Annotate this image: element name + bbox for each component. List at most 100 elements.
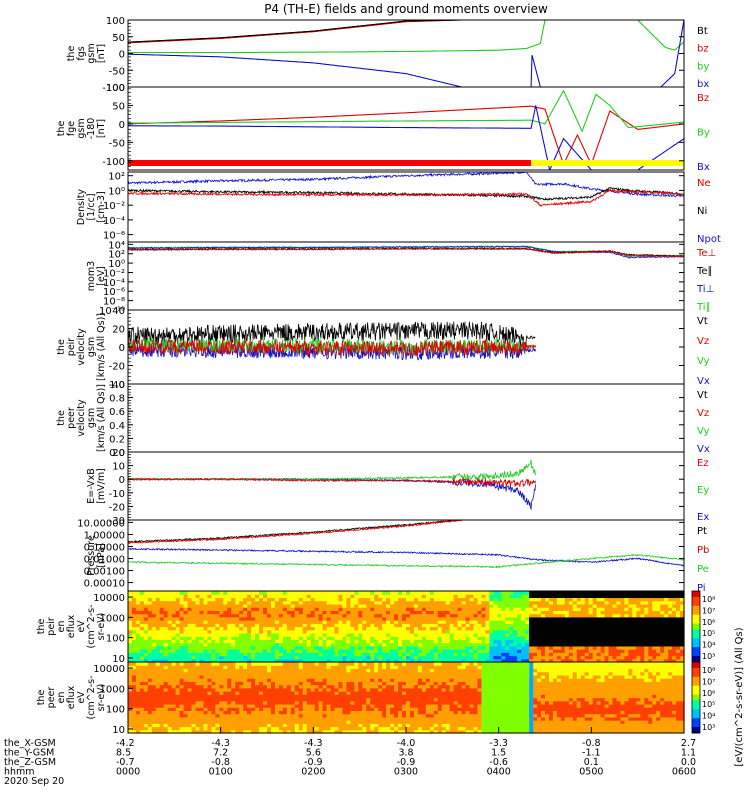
colorbar-tick-label: 10⁷	[702, 606, 715, 615]
legend-fgs-1: Bt	[697, 26, 708, 37]
y-label-line: [cm-3]	[96, 191, 107, 222]
colorbar-tick-label: 10⁴	[702, 712, 715, 721]
y-tick-label: 10⁻⁴	[103, 278, 125, 289]
legend-peir_velocity-2: Vz	[697, 336, 709, 347]
y-label-line: [km/s (All Qs)]	[96, 384, 107, 452]
colorbar-cell	[692, 712, 700, 716]
legend-fge-1: Bz	[697, 93, 709, 104]
y-tick-label: 1.00000	[84, 530, 125, 541]
y-tick-label: 0	[119, 120, 125, 131]
y-tick-label: 0.00010	[84, 579, 125, 590]
x-row-value: 0300	[394, 767, 418, 778]
x-row-value: -0.9	[304, 757, 323, 768]
y-label-peir_velocity: the peir velocity gsm [km/s (All Qs)]	[56, 313, 107, 381]
y-tick-label: 10⁻¹⁰	[99, 306, 125, 317]
y-label-line: peer	[66, 407, 77, 429]
legend-temperature-3: Ti⊥	[696, 284, 714, 295]
y-tick-label: 0.00100	[84, 567, 125, 578]
colorbar-cell	[692, 614, 700, 619]
y-tick-label: 10⁴	[108, 240, 125, 251]
colorbar-cell	[692, 706, 700, 710]
legend-temperature-4: Ti∥	[696, 302, 711, 313]
legend-pressure-2: Pb	[697, 545, 709, 556]
x-row-value: 1.5	[491, 748, 506, 759]
legend-peir_velocity-4: Vx	[697, 376, 710, 387]
colorbar-tick-label: 10⁸	[702, 595, 715, 604]
legend-peir_velocity-1: Vt	[697, 316, 708, 327]
colorbar-tick-label: 10⁵	[702, 629, 715, 638]
colorbar-cell	[692, 602, 700, 607]
panel-peer_velocity: 1.0 0.8 0.6 0.4 0.2 0.0 Vt Vz Vy Vx the peer velocit…	[56, 380, 710, 459]
peir_velocity-series-4	[128, 338, 536, 357]
y-label-line: sr-eV)	[96, 613, 107, 641]
y-label-line: the	[36, 619, 47, 635]
legend-peer_velocity-1: Vt	[697, 390, 708, 401]
colorbar-cell	[692, 700, 700, 704]
x-row-value: 0500	[579, 767, 603, 778]
y-tick-label: 100	[106, 16, 125, 27]
y-tick-label: -100	[102, 157, 125, 168]
legend-e_field-1: Ez	[697, 458, 709, 469]
y-tick-label: 0	[119, 343, 125, 354]
colorbar-cell	[692, 682, 700, 687]
legend-temperature-2: Te∥	[696, 266, 713, 277]
legend-temperature-1: Te⊥	[696, 248, 716, 259]
colorbar-cell	[692, 599, 700, 604]
panel-peir_velocity: 40 20 0 -20 -40 Vt Vz Vy Vx the peir velocity gsm [km…	[56, 306, 710, 391]
y-label-line: (cm^2-s-	[86, 676, 97, 720]
colorbar-cell	[692, 647, 700, 651]
x-row-value: -4.0	[397, 738, 416, 749]
x-row-value: -1.1	[582, 748, 601, 759]
pressure-series-1	[128, 520, 462, 543]
y-tick-label: 10⁻⁴	[103, 216, 125, 227]
colorbar-cell	[692, 632, 700, 636]
x-row-value: -0.9	[397, 757, 416, 768]
colorbar-cell	[692, 679, 700, 684]
legend-density-2: Ni	[697, 206, 707, 217]
y-tick-label: 0	[119, 475, 125, 486]
colorbar-cell	[692, 593, 700, 598]
legend-fgs-3: by	[697, 61, 709, 72]
pressure-series-3	[128, 547, 684, 567]
y-tick-label: 0.6	[109, 407, 125, 418]
y-label-line: the	[56, 410, 67, 426]
y-tick-label: -30	[109, 516, 125, 527]
y-tick-label: 100	[106, 634, 125, 645]
x-row-value: -4.2	[116, 738, 135, 749]
x-row-label: hhmm	[4, 767, 35, 778]
colorbar-cell	[692, 662, 700, 666]
x-axis: the_X-GSM -4.2 -4.3 -4.3 -4.0 -3.3 -0.8 2.7 the_…	[4, 727, 696, 787]
colorbar-cell	[692, 694, 700, 698]
y-label-line: sr-eV)	[96, 684, 107, 712]
y-tick-label: 10	[112, 725, 125, 736]
y-label-temperature: mom3 [eV]	[86, 261, 107, 291]
colorbar-cell	[692, 724, 700, 728]
y-label-fge: the fge gsm -180 [nT]	[56, 118, 107, 140]
legend-e_field-2: Ey	[697, 485, 709, 496]
colorbar-cell	[692, 617, 700, 622]
x-row-value: -0.8	[582, 738, 601, 749]
x-row-value: 7.2	[213, 748, 228, 759]
y-tick-label: -50	[109, 138, 125, 149]
colorbar-cell	[692, 673, 700, 678]
colorbar-cell	[692, 703, 700, 707]
colorbar-cell	[692, 623, 700, 627]
y-label-line: peir	[66, 338, 77, 357]
y-tick-label: 100	[106, 705, 125, 716]
colorbar-cell	[692, 626, 700, 630]
state-bar-segment-1	[128, 160, 532, 166]
density-frame	[127, 171, 685, 243]
y-tick-label: 10⁻⁶	[103, 231, 125, 242]
y-tick-label: 40	[112, 306, 125, 317]
y-label-line: the	[56, 121, 67, 137]
y-label-line: gsm	[86, 43, 97, 63]
colorbar-cell	[692, 688, 700, 693]
y-tick-label: 0.01000	[84, 555, 125, 566]
y-label-line: [nT]	[96, 119, 107, 138]
y-tick-label: 10.00000	[77, 518, 125, 529]
chart-title: P4 (TH-E) fields and ground moments over…	[264, 2, 548, 16]
colorbar-cell	[692, 591, 700, 595]
x-row-value: 0.0	[681, 757, 696, 768]
x-row-value: 0.1	[584, 757, 599, 768]
